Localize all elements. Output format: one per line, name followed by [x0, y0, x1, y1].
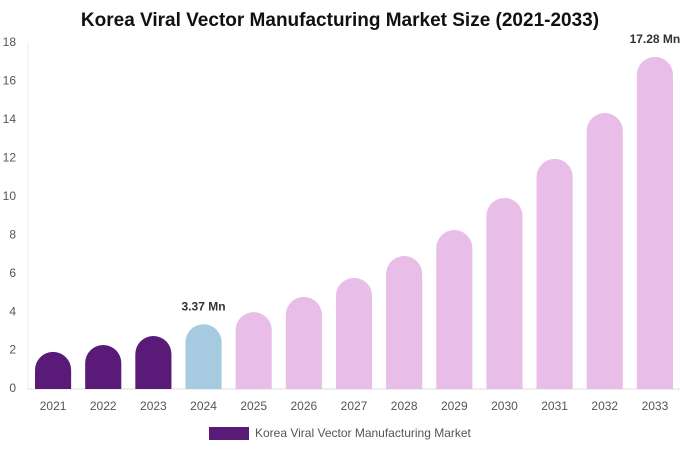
y-tick-label: 16 [3, 74, 17, 88]
y-tick-label: 2 [9, 343, 16, 357]
chart-title: Korea Viral Vector Manufacturing Market … [81, 10, 599, 31]
bar [436, 230, 473, 389]
x-tick-label: 2026 [290, 399, 317, 413]
x-tick-label: 2033 [642, 399, 669, 413]
bar [335, 277, 373, 389]
y-tick-label: 10 [3, 189, 17, 203]
bar [35, 351, 72, 389]
bar [185, 324, 222, 389]
legend-swatch [209, 427, 249, 440]
x-tick-label: 2031 [541, 399, 568, 413]
bar [85, 344, 122, 389]
y-tick-label: 8 [9, 227, 16, 241]
y-tick-label: 0 [9, 381, 16, 395]
x-tick-label: 2030 [491, 399, 518, 413]
y-tick-label: 4 [9, 304, 16, 318]
x-tick-label: 2024 [190, 399, 217, 413]
x-tick-label: 2032 [591, 399, 618, 413]
x-tick-label: 2021 [40, 399, 67, 413]
x-tick-label: 2027 [341, 399, 368, 413]
data-label: 17.28 Mn [630, 32, 680, 46]
bar [285, 296, 322, 389]
bar [386, 255, 423, 389]
y-tick-label: 12 [3, 151, 17, 165]
x-tick-label: 2025 [240, 399, 267, 413]
bar [536, 158, 573, 389]
x-tick-label: 2022 [90, 399, 117, 413]
x-tick-label: 2028 [391, 399, 418, 413]
y-tick-label: 14 [3, 112, 17, 126]
bar [235, 312, 272, 389]
y-tick-label: 18 [3, 35, 17, 49]
y-tick-label: 6 [9, 266, 16, 280]
data-label: 3.37 Mn [182, 299, 226, 313]
legend-label: Korea Viral Vector Manufacturing Market [255, 426, 472, 440]
bar [636, 56, 673, 390]
bar [135, 335, 172, 389]
x-tick-label: 2029 [441, 399, 468, 413]
bar [486, 197, 523, 389]
x-tick-label: 2023 [140, 399, 167, 413]
bar [586, 113, 623, 390]
